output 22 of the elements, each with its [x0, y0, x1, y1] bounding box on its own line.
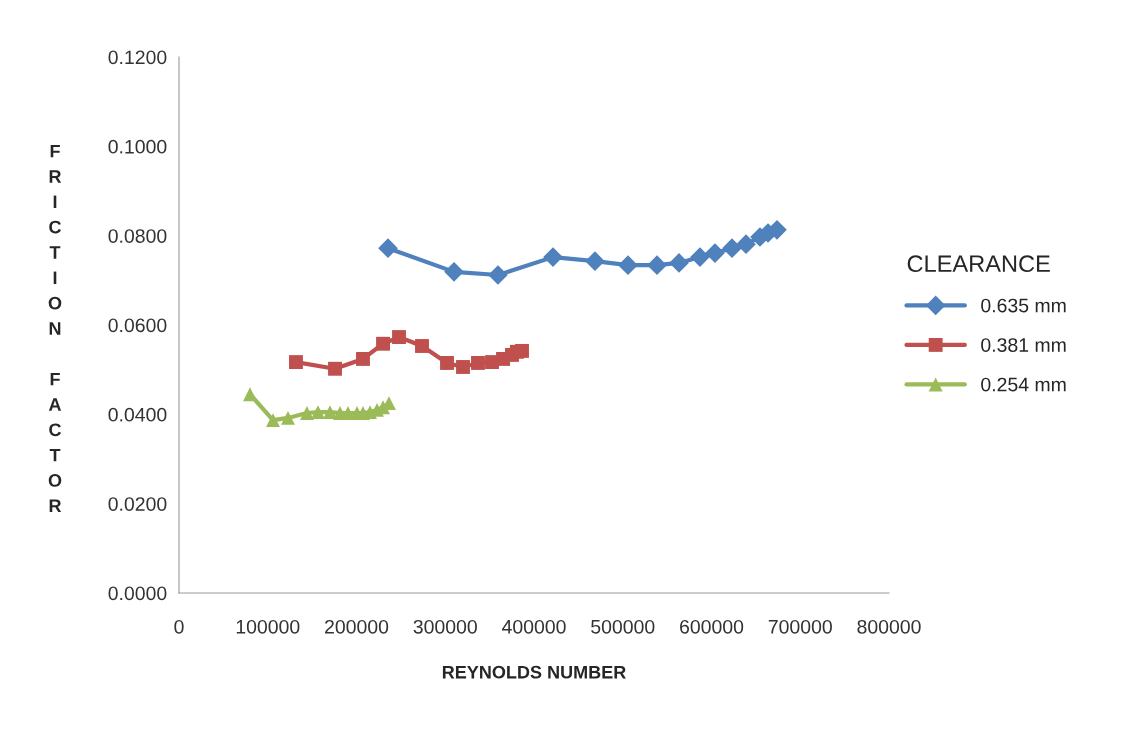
y-tick-label: 0.1200 — [108, 50, 167, 65]
x-tick-label: 0 — [174, 619, 184, 634]
x-tick-label: 300000 — [413, 619, 477, 634]
x-tick-label: 200000 — [325, 619, 389, 634]
y-tick-label: 0.0000 — [108, 586, 167, 601]
y-tick-label: 0.0800 — [108, 229, 167, 243]
legend-label: 0.254 mm — [981, 377, 1066, 392]
text: FRICTION FACTOR — [48, 144, 62, 513]
x-tick-label: 700000 — [768, 619, 832, 634]
legend-label: 0.381 mm — [981, 338, 1066, 352]
x-tick-label: 100000 — [236, 619, 300, 634]
x-axis-title: REYNOLDS NUMBER — [442, 665, 626, 679]
legend-title: CLEARANCE — [907, 255, 1050, 273]
legend-label: 0.635 mm — [981, 298, 1066, 313]
x-tick-label: 800000 — [857, 619, 921, 634]
y-tick-label: 0.1000 — [108, 139, 167, 154]
y-tick-label: 0.0600 — [108, 318, 167, 333]
x-tick-label: 500000 — [591, 619, 655, 634]
y-tick-label: 0.0200 — [108, 497, 167, 511]
x-tick-label: 600000 — [680, 619, 744, 634]
y-tick-label: 0.0400 — [108, 407, 167, 422]
x-tick-label: 400000 — [502, 619, 566, 634]
